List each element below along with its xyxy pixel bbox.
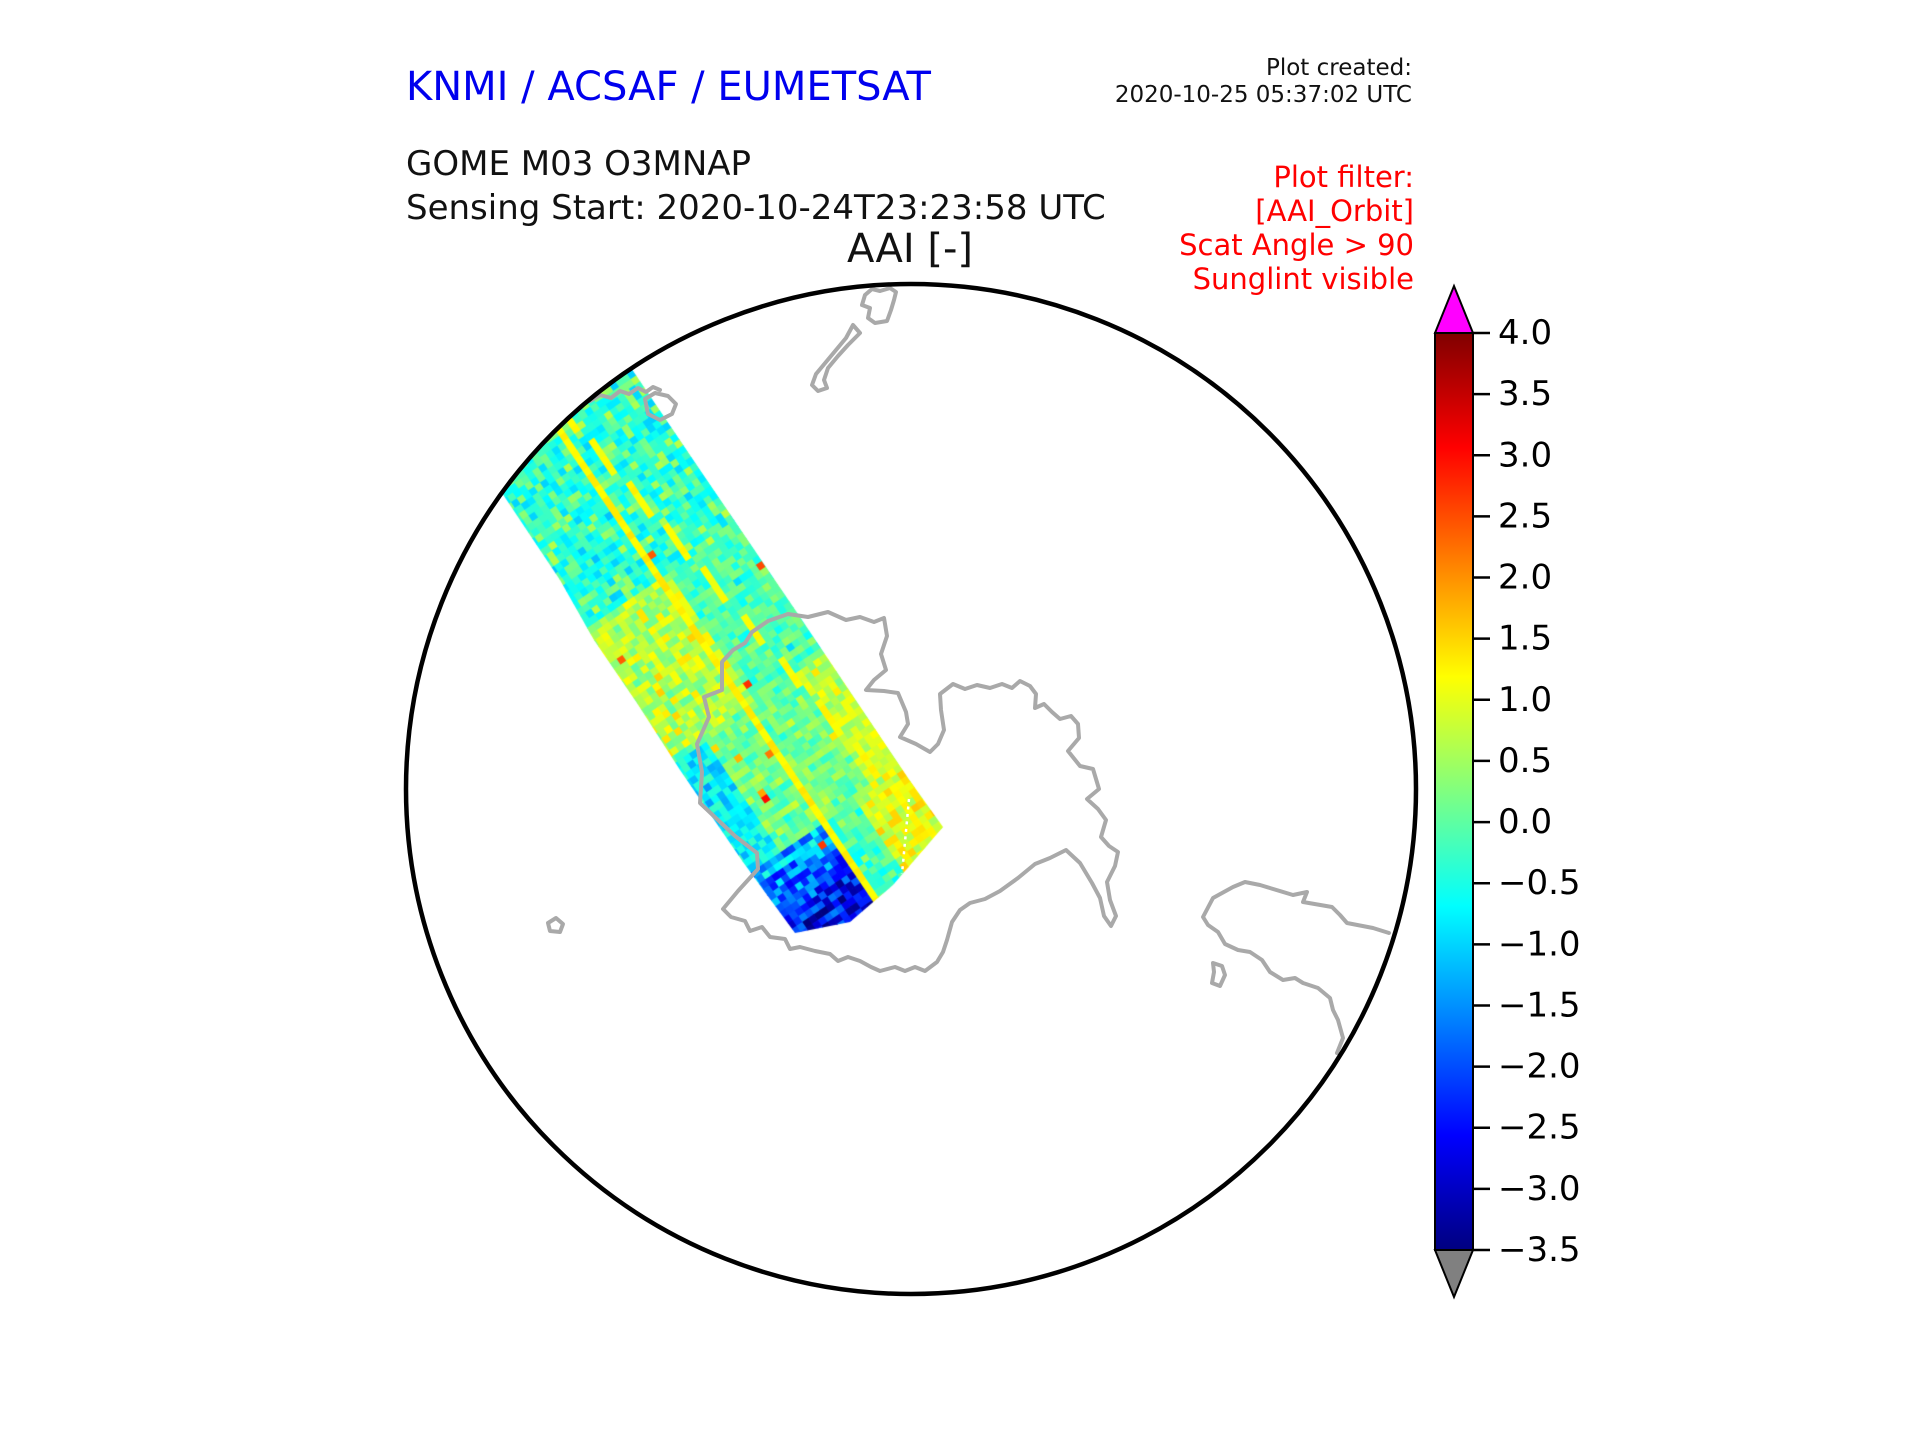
map-boundary-circle [403, 281, 1419, 1297]
colorbar-tick-label: 2.0 [1498, 558, 1552, 598]
colorbar-tick-label: 2.5 [1498, 496, 1552, 536]
colorbar-tick-label: 3.5 [1498, 374, 1552, 414]
colorbar-tick-label: −3.5 [1498, 1230, 1581, 1270]
coastline-tasmania [643, 391, 678, 422]
colorbar-tick-label: 1.5 [1498, 619, 1552, 659]
colorbar-over-arrow [1433, 283, 1475, 334]
swath-gap-line [900, 798, 911, 875]
colorbar-tick-label: −2.5 [1498, 1108, 1581, 1148]
colorbar-tick-label: −0.5 [1498, 863, 1581, 903]
coastline-new-zealand-north-island [860, 286, 898, 325]
colorbar-tick-label: 0.5 [1498, 741, 1552, 781]
coastline-australia-south-coast [588, 385, 662, 403]
colorbar-tick-label: −1.5 [1498, 985, 1581, 1025]
colorbar-tick-label: 3.0 [1498, 435, 1552, 475]
colorbar-tick-label: −1.0 [1498, 924, 1581, 964]
coastline-patagonia [1201, 880, 1391, 1055]
colorbar-under-arrow [1433, 1249, 1475, 1300]
colorbar-tick-label: 1.0 [1498, 680, 1552, 720]
coastline-scott-island [546, 916, 565, 934]
colorbar-tick-label: 0.0 [1498, 802, 1552, 842]
coastline-falkland-islands [1210, 961, 1227, 988]
colorbar-gradient-bar [1434, 332, 1474, 1251]
colorbar-tick-label: −2.0 [1498, 1047, 1581, 1087]
colorbar-tick-label: −3.0 [1498, 1169, 1581, 1209]
coastline-antarctica [695, 610, 1120, 973]
colorbar-tick-label: 4.0 [1498, 313, 1552, 353]
coastline-new-zealand-south-island [810, 323, 862, 393]
